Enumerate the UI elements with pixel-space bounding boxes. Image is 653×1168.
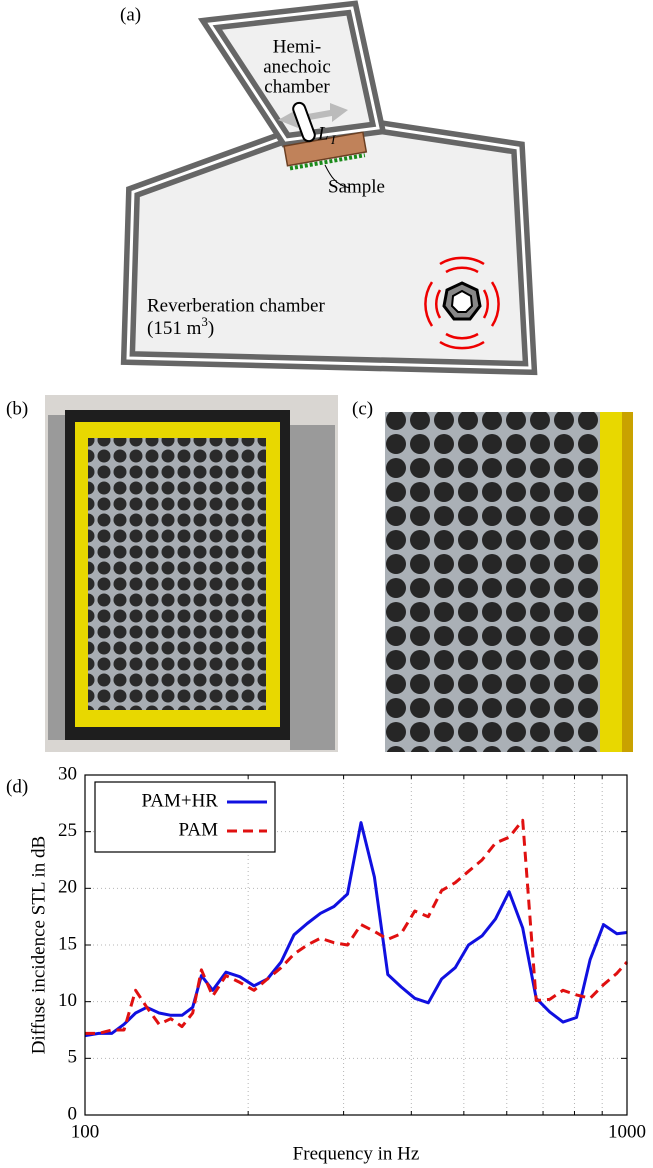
y-tick-label: 10 (58, 990, 77, 1011)
panel-label: (a) (120, 4, 141, 25)
y-tick-label: 15 (58, 933, 77, 954)
probe-subscript: I (330, 132, 336, 147)
yellow-seal (600, 412, 622, 752)
volume-text: (151 m (147, 318, 202, 339)
y-tick-label: 0 (68, 1103, 78, 1124)
frame (622, 412, 633, 752)
legend-label: PAM+HR (141, 790, 218, 811)
legend-box (94, 781, 276, 853)
x-tick-label: 100 (71, 1121, 100, 1142)
x-axis-label: Frequency in Hz (293, 1143, 420, 1164)
diagram: (a) Hemi- anechoic chamber L I Sample Re… (120, 0, 538, 376)
sound-waves (424, 256, 500, 350)
y-tick-label: 5 (68, 1047, 78, 1068)
panel-label: (c) (352, 398, 373, 419)
hemi-label: chamber (264, 76, 330, 97)
door (290, 425, 335, 750)
hemi-label: Hemi- (273, 36, 322, 57)
photo-c (385, 412, 633, 752)
volume-label: (151 m3) (147, 314, 214, 339)
probe (292, 101, 316, 143)
volume-exponent: 3 (201, 314, 208, 329)
legend-label: PAM (179, 819, 219, 840)
panel-label: (d) (6, 776, 28, 797)
speaker (424, 256, 500, 350)
sample-surface (289, 153, 366, 171)
sample-box (283, 131, 368, 167)
sample-pointer (324, 164, 351, 189)
panel-plate (88, 438, 266, 710)
series-line (85, 818, 629, 1035)
door (48, 415, 66, 740)
panel-label: (b) (6, 398, 28, 419)
series-line (84, 821, 628, 1038)
sample (283, 131, 368, 171)
y-tick-label: 30 (58, 763, 77, 784)
speaker-cone (450, 289, 474, 313)
hemi-label: anechoic (263, 56, 331, 77)
panel-plate (385, 412, 600, 752)
reverb-label: Reverberation chamber (147, 295, 325, 316)
probe-label: L (317, 123, 329, 144)
plot-frame (84, 774, 628, 1116)
y-tick-label: 20 (58, 877, 77, 898)
move-arrow (278, 103, 348, 128)
x-tick-label: 1000 (608, 1121, 646, 1142)
volume-close: ) (208, 318, 214, 339)
photo-b (45, 395, 338, 752)
sample-label: Sample (328, 176, 385, 197)
y-axis-label: Diffuse incidence STL in dB (28, 836, 49, 1054)
hemi-wall-gap (207, 6, 380, 142)
y-tick-label: 25 (58, 820, 77, 841)
